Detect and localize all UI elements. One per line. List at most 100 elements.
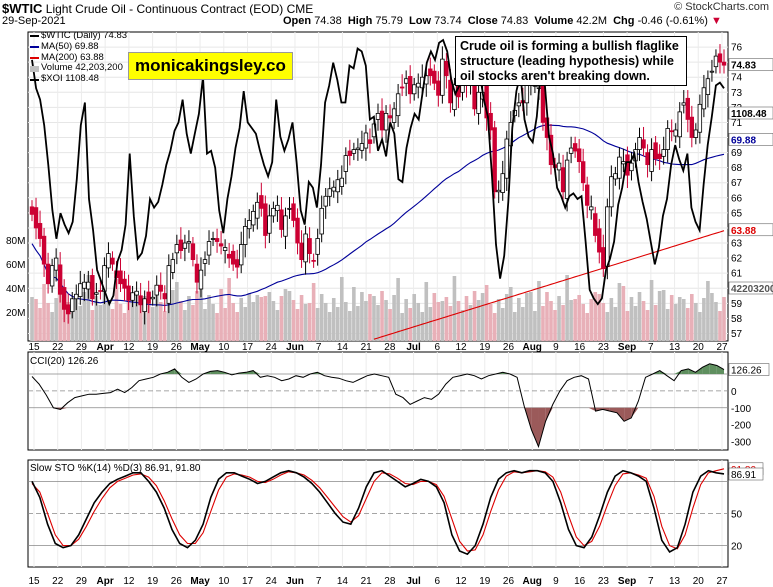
cci-positive-fill [659,370,667,374]
candle-body [299,242,304,261]
volume-bar [641,301,646,341]
price-tick-label: 61 [731,269,743,280]
candle-body [556,162,562,171]
candle-body [174,244,180,254]
candle-body [432,70,437,84]
chart-date: 29-Sep-2021 [2,15,66,27]
x-tick-label: 16 [574,342,586,353]
volume-bar [472,291,477,341]
volume-bar [649,280,654,341]
volume-bar [669,295,674,341]
volume-bar [384,300,388,341]
candle-body [271,207,276,217]
volume-bar [263,296,268,341]
candle-body [383,112,389,131]
volume-bar [424,282,429,341]
volume-value: 42.2M [576,15,607,27]
candle-body [222,247,228,251]
cci-positive-fill [702,363,710,374]
volume-bar [38,308,42,341]
x-tick-label: 12 [123,576,135,587]
volume-bar [339,277,344,341]
candle-body [589,206,594,211]
volume-bar [154,293,159,341]
volume-bar [677,297,682,341]
candle-body [721,61,727,66]
candle-body [416,82,421,88]
volume-bar [323,303,328,341]
ma50-badge-text: 69.88 [731,135,756,146]
volume-bar [521,307,525,341]
volume-bar [187,296,191,341]
candle-body [275,204,280,212]
close-value: 74.83 [500,15,529,27]
candle-body [476,91,481,114]
brand-link[interactable]: © StockCharts.com [674,1,769,13]
x-tick-label: 7 [316,576,322,587]
volume-bar [54,298,58,341]
volume-bar [86,275,91,341]
candle-body [234,259,240,268]
volume-bar [661,290,666,341]
candle-body [162,293,167,300]
x-tick-label: Jun [286,576,304,587]
volume-bar [126,299,131,341]
volume-bar [146,298,151,341]
candle-body [303,233,308,263]
x-tick-label: 6 [435,342,441,353]
x-tick-label: 20 [693,342,705,353]
volume-tick-label: 40M [6,284,25,295]
candle-body [516,102,522,107]
candle-body [118,270,123,285]
volume-bar [199,284,203,341]
candle-body [66,304,71,315]
candle-body [307,238,312,254]
volume-bar [444,297,449,341]
candle-body [287,207,292,210]
volume-bar [609,298,614,341]
volume-bar [215,313,219,341]
x-tick-label: 26 [171,576,183,587]
volume-bar [589,299,594,341]
x-tick-label: Apr [97,342,114,353]
x-tick-label: 12 [455,576,467,587]
candle-body [130,292,135,301]
candle-body [142,298,147,313]
volume-bar [637,292,642,341]
volume-bar [541,306,545,341]
price-tick-label: 74 [731,73,743,84]
volume-bar [601,303,606,341]
candle-body [263,203,268,236]
x-tick-label: 26 [503,576,515,587]
candle-body [693,129,699,138]
ma200-badge [728,223,773,237]
x-tick-label: 19 [147,342,159,353]
candle-body [524,82,530,104]
volume-bar [456,301,461,341]
candle-body [295,217,300,244]
candle-body [166,265,171,304]
candle-body [428,68,433,77]
x-tick-label: 21 [361,342,373,353]
volume-bar [702,298,706,341]
volume-bar [617,283,622,341]
cci-panel-label: CCI(20) 126.26 [30,356,99,367]
x-tick-label: Apr [97,576,114,587]
volume-bar [404,299,408,341]
volume-bar [219,289,223,341]
price-tick-label: 67 [731,178,743,189]
sto-k-line [31,469,725,556]
candle-body [436,80,441,96]
volume-bar [78,306,83,341]
ohlc-summary: Open 74.38 High 75.79 Low 73.74 Close 74… [283,15,722,27]
volume-bar [629,297,634,341]
cci-badge [728,363,770,376]
candle-body [504,138,509,179]
candle-body [452,84,457,111]
candle-body [472,82,477,110]
candle-body [576,148,582,163]
candle-body [564,159,570,199]
volume-bar [529,292,533,341]
x-tick-label: Jul [406,342,421,353]
volume-bar [372,296,376,341]
